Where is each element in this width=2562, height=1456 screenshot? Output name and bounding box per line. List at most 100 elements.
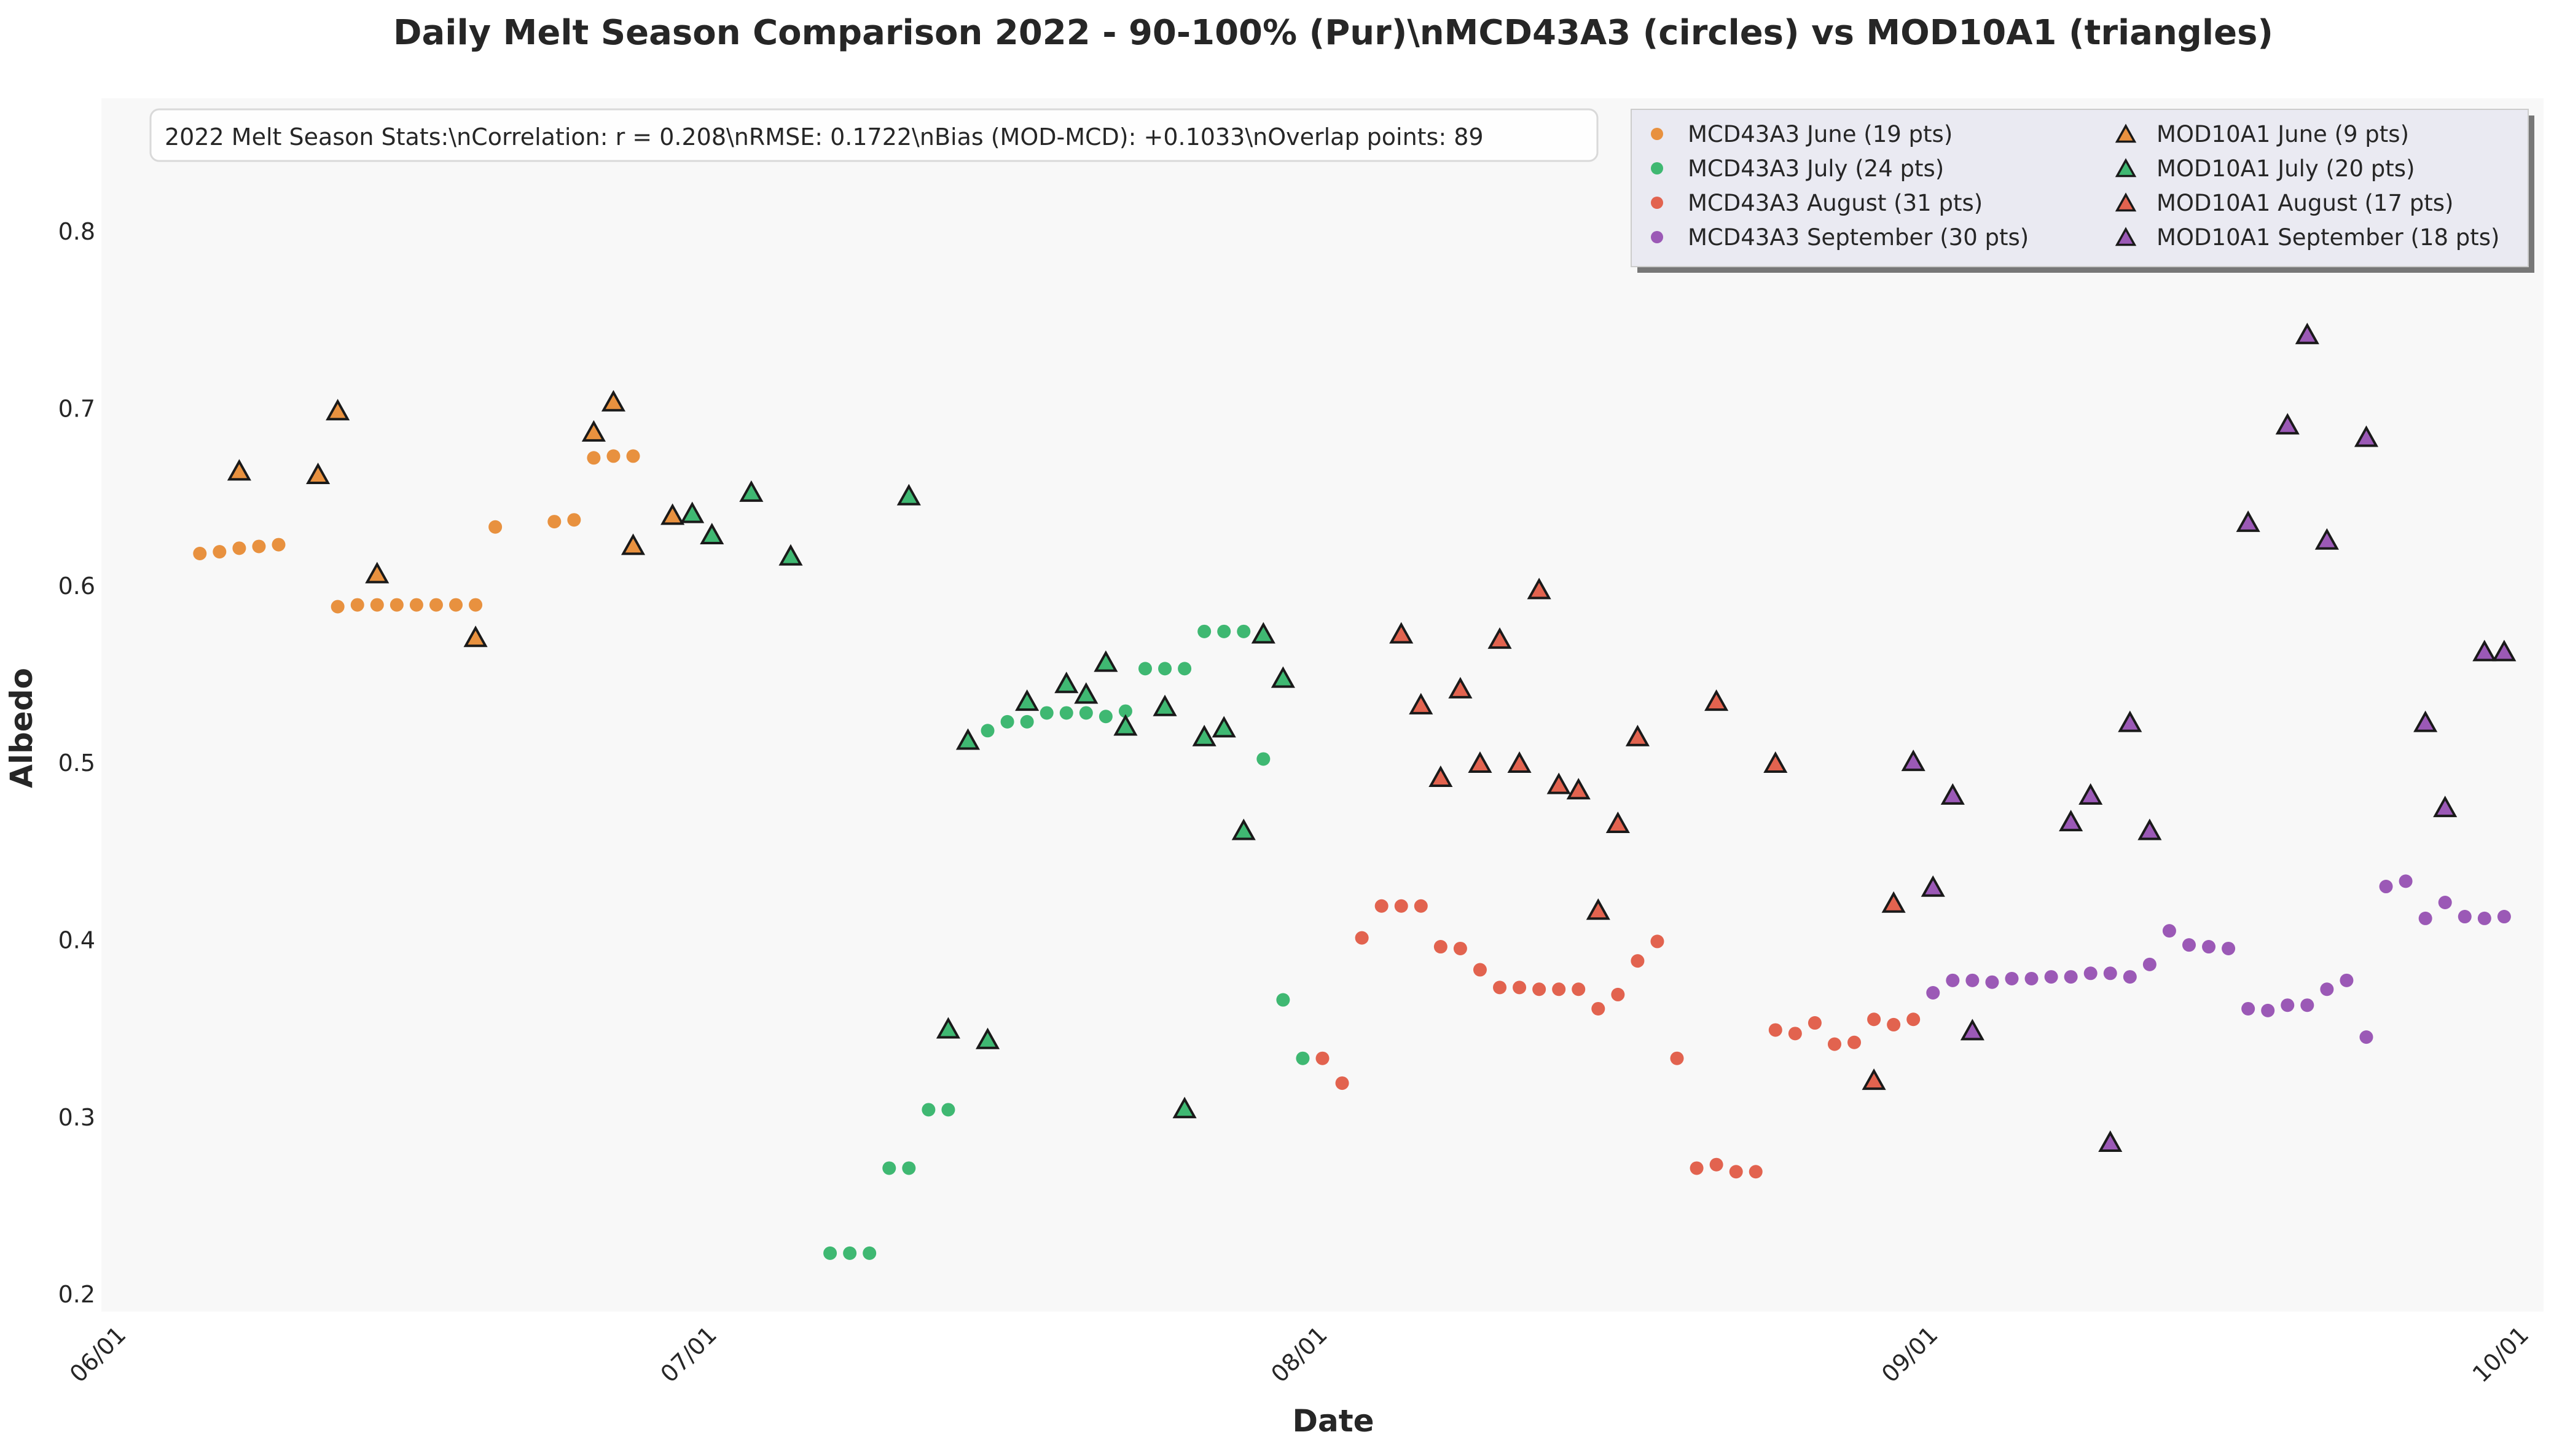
data-point [1881,891,1906,913]
y-tick-label: 0.5 [58,750,95,777]
data-point [1566,778,1591,800]
legend-marker [1651,231,1663,243]
data-point [1847,1035,1862,1049]
legend-marker [2115,227,2137,246]
data-point [2477,911,2491,925]
stats-text: 2022 Melt Season Stats:\nCorrelation: r … [165,123,1484,151]
data-point [2433,796,2458,818]
data-point [2123,970,2137,984]
data-point [975,1027,1000,1049]
data-point [1251,622,1275,644]
data-point [2379,880,2393,894]
series-mcd43a3-june [193,449,640,614]
data-point [1591,1001,1605,1016]
data-point [922,1103,936,1117]
data-point [843,1246,857,1260]
data-point [350,598,364,612]
data-point [1546,772,1571,794]
data-point [2182,938,2196,952]
data-point [1094,650,1118,672]
legend-marker [2115,158,2137,178]
data-point [252,539,266,554]
data-point [2458,910,2472,924]
data-point [1827,1037,1841,1051]
series-mcd43a3-august [1315,899,1921,1179]
data-point [1428,765,1453,788]
data-point [1197,624,1212,638]
data-point [1507,751,1532,773]
data-point [1625,724,1650,746]
data-point [863,1246,877,1260]
legend-marker [1651,162,1663,174]
data-point [660,503,685,525]
data-point [1513,980,1527,995]
data-point [626,449,640,463]
data-point [1468,751,1492,773]
data-point [581,420,606,442]
data-point [1650,934,1664,949]
data-point [1960,1019,1984,1041]
data-point [1709,1157,1723,1172]
data-point [272,538,286,552]
legend-marker [2115,123,2137,143]
data-point [463,625,488,648]
data-point [1113,714,1138,736]
series-mcd43a3-september [1926,874,2511,1044]
data-point [2241,1001,2255,1016]
series-mod10a1-july [680,480,1295,1119]
data-point [2162,924,2176,938]
data-point [1493,980,1507,995]
data-point [1256,752,1271,766]
data-point [2472,640,2497,662]
data-point [2064,970,2078,984]
data-point [2024,971,2039,985]
data-point [1178,662,1192,676]
data-point [1315,1051,1330,1065]
data-point [1763,751,1788,773]
data-point [1704,689,1729,711]
data-point [213,545,227,559]
data-point [1389,622,1414,644]
legend-marker [1651,128,1663,140]
data-point [2059,810,2083,832]
data-point [680,501,705,523]
data-point [1552,982,1566,996]
data-point [601,389,626,412]
data-point [1355,931,1369,945]
data-point [1867,1012,1881,1027]
data-point [1670,1051,1684,1065]
y-axis-ticks: 0.2 0.3 0.4 0.5 0.6 0.7 0.8 [58,218,95,1308]
legend-label: MCD43A3 July (24 pts) [1688,155,1944,182]
data-point [1527,577,1551,600]
legend-marker [2115,192,2137,212]
data-point [739,480,764,502]
series-mod10a1-august [1389,577,1906,1090]
data-point [331,600,345,614]
data-point [1473,963,1487,977]
data-point [567,513,581,527]
data-point [941,1103,955,1117]
data-point [370,598,384,612]
data-point [1217,624,1231,638]
data-point [1532,982,1546,996]
data-point [1059,706,1073,720]
data-point [227,459,251,481]
x-axis-label: Date [1292,1403,1374,1439]
data-point [2413,710,2438,732]
y-tick-label: 0.3 [58,1104,95,1131]
data-point [1074,682,1099,704]
legend-label: MCD43A3 June (19 pts) [1688,121,1953,147]
data-point [1172,1097,1197,1119]
data-point [1433,940,1447,954]
data-point [1118,704,1132,718]
data-point [606,449,621,463]
data-point [2314,528,2339,550]
data-point [232,541,246,555]
data-point [1487,627,1512,649]
data-point [1729,1165,1743,1179]
data-point [1611,987,1625,1001]
data-point [2083,966,2098,980]
data-point [1409,692,1433,714]
y-tick-label: 0.7 [58,396,95,423]
data-point [2438,895,2452,909]
